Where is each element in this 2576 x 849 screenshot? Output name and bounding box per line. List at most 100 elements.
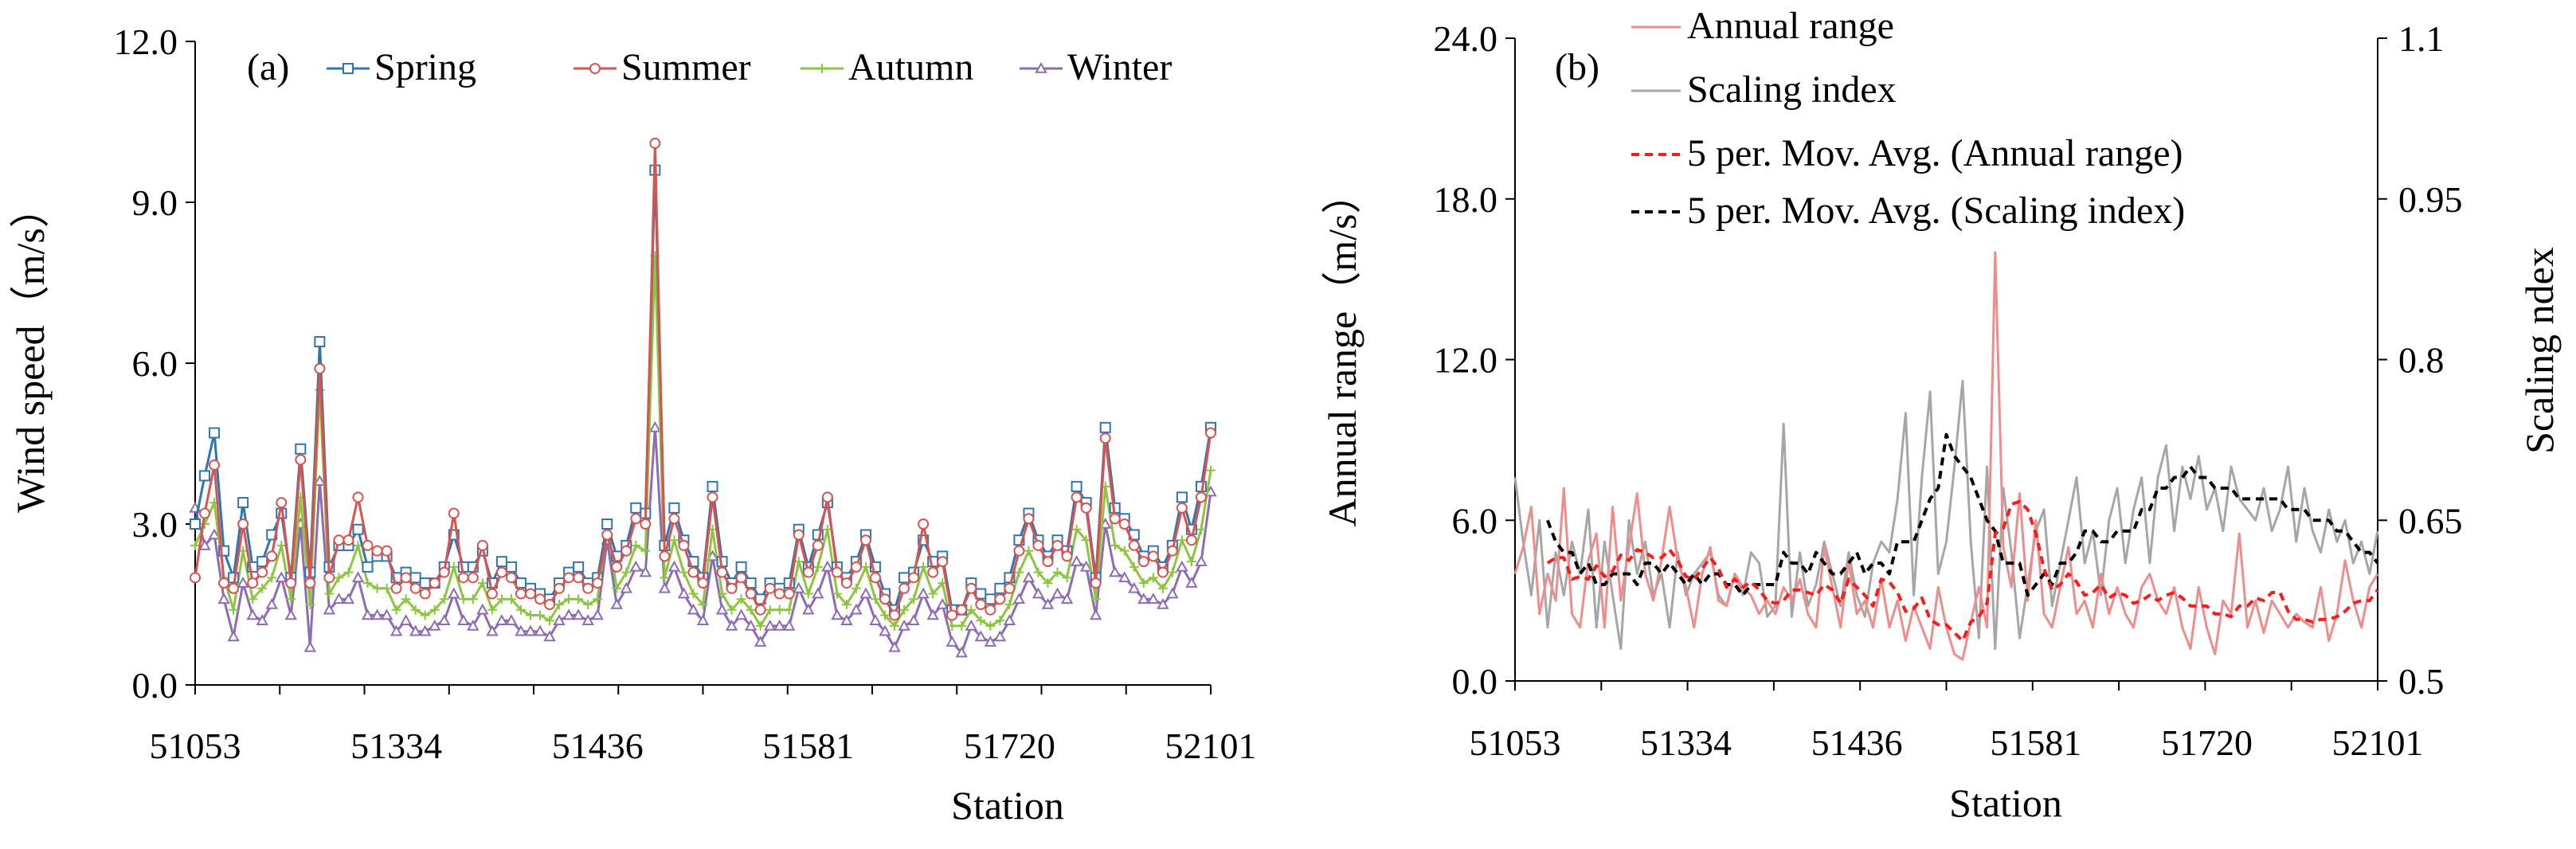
- panel-a-ytick-label: 6.0: [132, 343, 178, 384]
- panel-a-ytick-label: 12.0: [114, 22, 178, 62]
- data-point-winter: [543, 630, 556, 642]
- data-point-winter: [945, 636, 958, 647]
- data-point-summer: [1051, 539, 1063, 551]
- data-point-summer: [285, 577, 297, 589]
- data-point-winter: [524, 624, 537, 636]
- data-point-autumn: [812, 561, 823, 572]
- data-point-winter: [562, 608, 575, 620]
- data-point-winter: [1137, 593, 1150, 604]
- data-point-winter: [246, 608, 259, 620]
- data-point-winter: [984, 636, 997, 647]
- data-point-autumn: [899, 604, 910, 615]
- data-point-winter: [418, 624, 432, 636]
- data-point-winter: [438, 614, 451, 625]
- data-point-summer: [659, 550, 671, 562]
- data-point-winter: [1051, 587, 1064, 599]
- data-point-winter: [486, 624, 499, 636]
- data-point-winter: [227, 630, 240, 642]
- data-point-winter: [1070, 555, 1083, 566]
- data-point-autumn: [593, 594, 603, 604]
- data-point-winter: [850, 603, 863, 615]
- data-point-summer: [534, 593, 546, 605]
- data-point-winter: [1147, 593, 1160, 604]
- data-point-summer: [1195, 491, 1207, 503]
- data-point-summer: [515, 588, 527, 600]
- data-point-spring: [362, 561, 374, 573]
- data-point-summer: [276, 497, 288, 509]
- data-point-autumn: [1024, 546, 1034, 556]
- data-point-winter: [390, 624, 403, 636]
- data-point-autumn: [1004, 600, 1015, 609]
- panel-b-left-tick-label: 0.0: [1452, 661, 1498, 702]
- panel-a-label: (a): [247, 46, 289, 88]
- data-point-summer: [371, 545, 383, 557]
- panel-a-ytick-label: 9.0: [132, 182, 178, 223]
- panel-a: 0.0 3.0 6.0 9.0 12.0 51053 51334 51436 51581 5172…: [114, 22, 1257, 766]
- data-point-summer: [362, 539, 374, 551]
- data-point-winter: [1012, 593, 1026, 604]
- data-point-autumn: [343, 567, 354, 577]
- data-point-autumn: [439, 594, 449, 604]
- data-point-autumn: [890, 620, 900, 631]
- data-point-winter: [332, 593, 346, 604]
- data-point-autumn: [755, 620, 765, 631]
- panel-a-ytick-label: 3.0: [132, 504, 178, 545]
- data-point-summer: [1166, 545, 1178, 557]
- data-point-autumn: [841, 600, 851, 609]
- data-point-winter: [773, 619, 786, 631]
- panel-b-right-tick-label: 0.65: [2398, 500, 2463, 541]
- data-point-winter: [965, 619, 977, 631]
- data-point-summer: [956, 604, 968, 616]
- data-point-winter: [744, 619, 758, 631]
- data-point-autumn: [832, 589, 842, 599]
- data-point-autumn: [458, 594, 468, 604]
- data-point-summer: [649, 137, 661, 149]
- data-point-summer: [573, 572, 585, 584]
- panel-b-xtick-label: 51334: [1640, 722, 1732, 763]
- data-point-autumn: [803, 589, 813, 599]
- data-point-autumn: [305, 600, 315, 609]
- data-point-autumn: [362, 578, 373, 589]
- data-point-winter: [840, 614, 853, 625]
- legend-label-winter: Winter: [1067, 46, 1172, 88]
- data-point-winter: [1128, 581, 1141, 593]
- data-point-winter: [1157, 597, 1169, 609]
- data-point-summer: [927, 566, 939, 578]
- data-point-spring: [419, 577, 431, 589]
- panel-b-xtick-label: 51581: [1990, 722, 2081, 763]
- data-point-autumn: [947, 620, 957, 631]
- data-point-summer: [228, 582, 240, 594]
- data-point-winter: [361, 608, 374, 620]
- data-point-winter: [783, 619, 796, 631]
- data-point-autumn: [574, 594, 584, 604]
- data-point-summer: [764, 582, 776, 594]
- data-point-spring: [352, 523, 364, 535]
- legend-label-mov-avg-annual-range: 5 per. Mov. Avg. (Annual range): [1687, 132, 2183, 174]
- data-point-autumn: [985, 620, 996, 631]
- data-point-winter: [926, 608, 939, 620]
- data-point-summer: [821, 491, 833, 503]
- data-point-summer: [1004, 582, 1016, 594]
- data-point-winter: [1176, 560, 1188, 572]
- data-point-summer: [1147, 550, 1159, 562]
- panel-b-left-tick-label: 24.0: [1434, 18, 1498, 59]
- data-point-spring: [745, 577, 757, 589]
- data-point-summer: [381, 545, 393, 557]
- data-point-autumn: [1186, 557, 1196, 567]
- data-point-autumn: [612, 583, 622, 593]
- data-point-autumn: [257, 583, 268, 593]
- data-point-autumn: [1138, 578, 1149, 589]
- data-point-winter: [725, 619, 738, 631]
- data-point-winter: [620, 581, 632, 593]
- data-point-spring: [573, 561, 585, 573]
- data-point-summer: [908, 572, 920, 584]
- data-point-autumn: [851, 583, 861, 593]
- data-point-autumn: [1014, 567, 1024, 577]
- data-point-winter: [495, 614, 508, 625]
- data-point-autumn: [506, 594, 516, 604]
- data-point-summer: [630, 513, 642, 525]
- data-point-winter: [763, 619, 777, 631]
- data-point-winter: [802, 603, 815, 615]
